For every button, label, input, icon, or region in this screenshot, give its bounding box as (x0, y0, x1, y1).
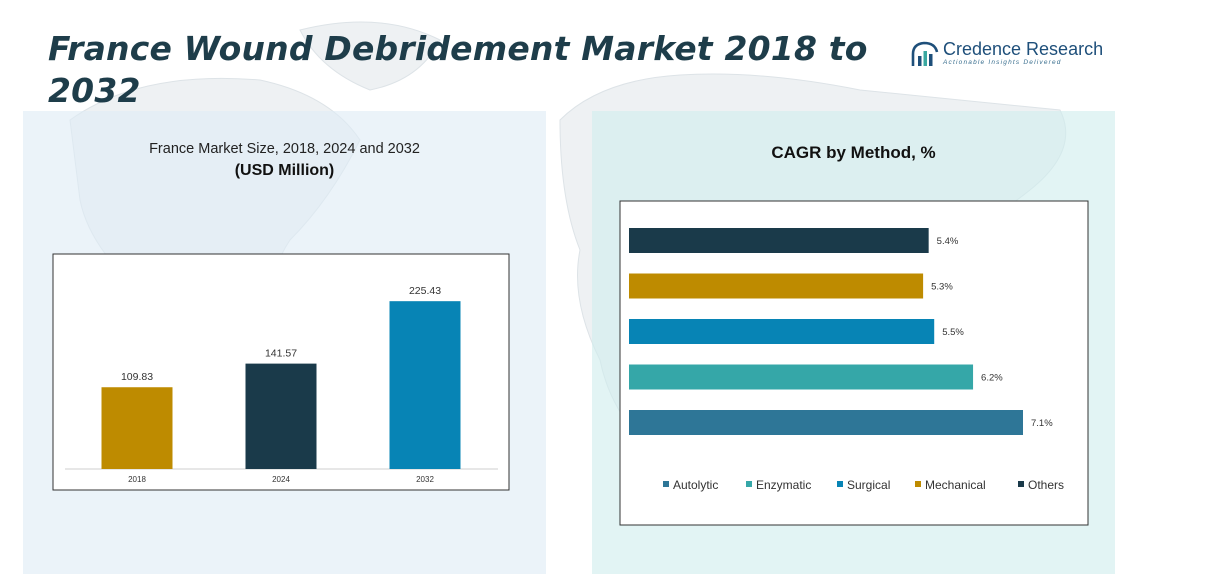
legend-swatch-others (1018, 481, 1024, 487)
cagr-title: CAGR by Method, % (771, 143, 936, 162)
brand-name-part2: Research (1021, 39, 1104, 59)
brand-name: Credence Research (943, 39, 1103, 60)
brand-name-part1: Credence (943, 39, 1022, 59)
legend-swatch-mechanical (915, 481, 921, 487)
cagr-bar-mechanical (629, 273, 924, 299)
market-size-title: France Market Size, 2018, 2024 and 2032 (149, 141, 420, 157)
market-size-bar-2032 (389, 301, 461, 469)
legend-swatch-enzymatic (746, 481, 752, 487)
cagr-bar-autolytic (629, 410, 1023, 435)
legend-label-mechanical: Mechanical (925, 478, 986, 492)
cagr-value-label-mechanical: 5.3% (931, 282, 953, 293)
brand-logo: Credence Research Actionable Insights De… (910, 38, 1110, 72)
legend-label-autolytic: Autolytic (673, 478, 718, 492)
market-size-tick-label-2018: 2018 (128, 475, 146, 484)
legend-label-others: Others (1028, 478, 1064, 492)
cagr-bar-enzymatic (629, 364, 974, 390)
brand-tagline: Actionable Insights Delivered (943, 59, 1062, 66)
cagr-chart-frame (619, 200, 1089, 526)
market-size-tick-label-2032: 2032 (416, 475, 434, 484)
market-size-value-label-2032: 225.43 (409, 285, 441, 297)
cagr-bar-others (629, 228, 929, 253)
market-size-value-label-2018: 109.83 (121, 371, 153, 383)
market-size-value-label-2024: 141.57 (265, 348, 297, 360)
cagr-value-label-autolytic: 7.1% (1031, 418, 1053, 429)
cagr-legend: Autolytic Enzymatic Surgical Mechanical Othe… (663, 478, 1064, 492)
legend-swatch-surgical (837, 481, 843, 487)
legend-label-enzymatic: Enzymatic (756, 478, 811, 492)
page-title: France Wound Debridement Market 2018 to … (48, 29, 868, 110)
cagr-bars: 5.4% 5.3% 5.5% 6.2% 7.1% (629, 228, 1053, 435)
market-size-unit: (USD Million) (234, 162, 335, 179)
market-size-bar-2024 (245, 363, 317, 469)
legend-swatch-autolytic (663, 481, 669, 487)
market-size-bar-2018 (101, 387, 173, 469)
cagr-value-label-surgical: 5.5% (942, 327, 964, 338)
brand-chart-icon (911, 41, 939, 66)
market-size-tick-label-2024: 2024 (272, 475, 290, 484)
legend-label-surgical: Surgical (847, 478, 890, 492)
cagr-value-label-enzymatic: 6.2% (981, 373, 1003, 384)
market-size-bars: 109.83 2018 141.57 2024 225.43 2032 (101, 285, 461, 484)
cagr-bar-surgical (629, 319, 935, 344)
cagr-value-label-others: 5.4% (937, 236, 959, 247)
